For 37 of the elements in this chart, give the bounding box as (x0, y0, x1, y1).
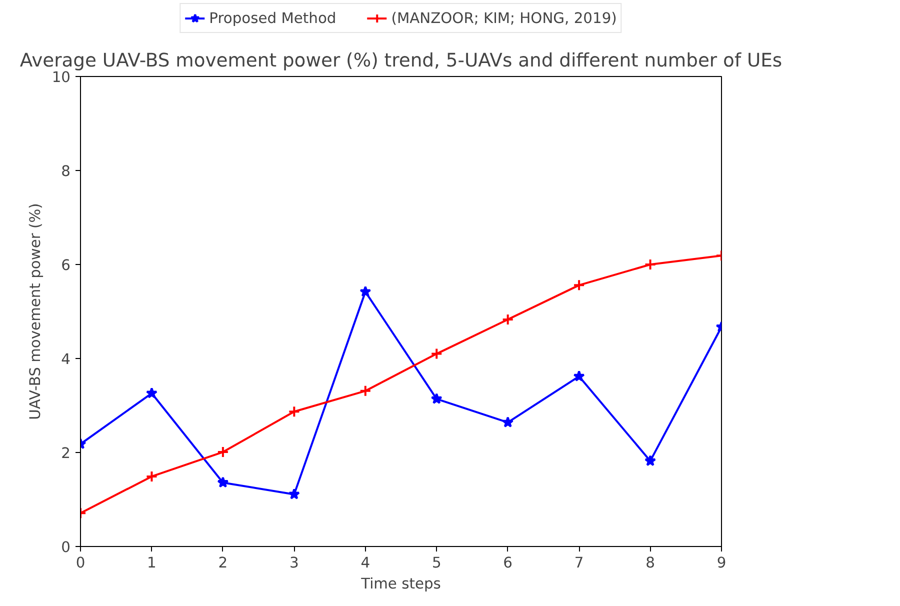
point (217, 476, 229, 488)
point (502, 313, 514, 326)
point (146, 387, 158, 398)
y-tick-label: 10 (52, 69, 71, 86)
y-tick-label: 4 (61, 351, 71, 368)
x-tick-label: 3 (290, 554, 299, 572)
x-axis-title: Time steps (360, 576, 441, 592)
x-tick-label: 6 (503, 554, 512, 572)
point (216, 446, 229, 458)
point (360, 286, 372, 297)
x-tick-label: 7 (574, 554, 584, 572)
y-axis-title: UAV-BS movement power (%) (26, 203, 44, 420)
point (573, 370, 585, 382)
x-tick-label: 0 (76, 554, 86, 572)
x-tick-label: 9 (716, 554, 726, 572)
point (146, 470, 158, 482)
point (430, 348, 443, 360)
y-tick-label: 0 (61, 539, 71, 556)
y-tick-label: 6 (61, 257, 71, 274)
point (359, 384, 372, 397)
point (573, 279, 586, 292)
point (644, 454, 656, 466)
x-tick-label: 2 (218, 554, 228, 572)
point (288, 488, 300, 500)
point (430, 392, 442, 404)
x-tick-label: 8 (646, 554, 655, 572)
legend-label: Proposed Method (209, 10, 336, 26)
y-tick-label: 8 (61, 163, 71, 180)
y-tick-label: 2 (61, 445, 71, 462)
point (644, 258, 656, 270)
x-tick-label: 1 (147, 554, 156, 572)
chart-title: Average UAV-BS movement power (%) trend, 5-UAVs and different number of UEs (20, 50, 782, 72)
legend-label: (MANZOOR; KIM; HONG, 2019) (391, 10, 617, 26)
point (502, 416, 514, 428)
point (288, 406, 300, 418)
x-tick-label: 4 (360, 554, 370, 572)
x-tick-label: 5 (432, 554, 442, 572)
